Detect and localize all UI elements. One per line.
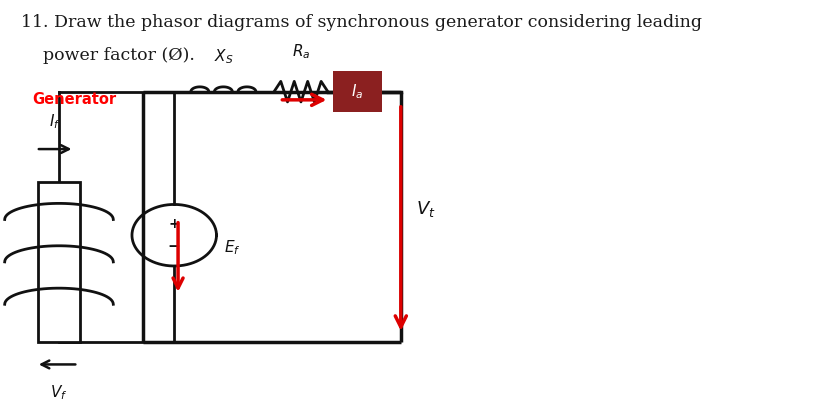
Text: Generator: Generator [32, 92, 117, 107]
Text: −: − [168, 240, 180, 254]
Text: $I_a$: $I_a$ [351, 82, 364, 101]
Text: $I_f$: $I_f$ [50, 112, 61, 131]
Text: $X_S$: $X_S$ [213, 47, 233, 66]
Bar [333, 71, 381, 112]
Text: $R_a$: $R_a$ [292, 42, 310, 61]
Text: $E_f$: $E_f$ [224, 238, 241, 257]
Text: $V_t$: $V_t$ [416, 199, 436, 218]
Text: 11. Draw the phasor diagrams of synchronous generator considering leading: 11. Draw the phasor diagrams of synchron… [21, 14, 701, 31]
Text: power factor (Ø).: power factor (Ø). [21, 47, 194, 64]
Bar [38, 182, 80, 342]
Text: $V_f$: $V_f$ [50, 383, 68, 401]
Text: +: + [169, 216, 180, 230]
